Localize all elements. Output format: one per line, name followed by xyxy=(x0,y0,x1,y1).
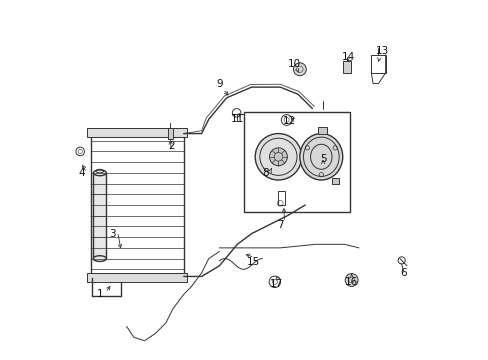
Text: 11: 11 xyxy=(230,114,244,124)
Text: 15: 15 xyxy=(246,257,260,267)
Bar xyxy=(317,127,326,134)
Ellipse shape xyxy=(93,256,106,261)
Circle shape xyxy=(345,274,357,287)
Text: 1: 1 xyxy=(96,289,103,299)
Bar xyxy=(331,178,339,184)
Text: 6: 6 xyxy=(399,268,406,278)
Text: 13: 13 xyxy=(375,46,388,57)
Bar xyxy=(343,62,350,73)
Text: 5: 5 xyxy=(319,154,325,163)
Bar xyxy=(91,130,183,280)
Bar xyxy=(87,128,187,137)
Circle shape xyxy=(269,148,287,166)
Text: 10: 10 xyxy=(287,59,301,69)
Text: 3: 3 xyxy=(109,229,115,239)
Text: 12: 12 xyxy=(282,116,295,126)
Text: 17: 17 xyxy=(269,279,283,289)
Bar xyxy=(87,273,187,282)
Text: 8: 8 xyxy=(262,168,269,178)
Bar xyxy=(370,55,385,73)
Bar xyxy=(244,112,349,212)
Text: 14: 14 xyxy=(341,52,354,62)
Ellipse shape xyxy=(93,170,106,176)
Text: 2: 2 xyxy=(167,141,174,151)
Text: 4: 4 xyxy=(79,168,85,178)
Text: 16: 16 xyxy=(345,277,358,287)
Bar xyxy=(93,173,106,258)
Bar xyxy=(278,191,285,205)
Text: 7: 7 xyxy=(276,220,283,230)
Circle shape xyxy=(293,63,305,76)
Bar xyxy=(167,128,173,139)
Circle shape xyxy=(255,134,301,180)
Ellipse shape xyxy=(299,134,342,180)
Text: 9: 9 xyxy=(216,78,223,89)
